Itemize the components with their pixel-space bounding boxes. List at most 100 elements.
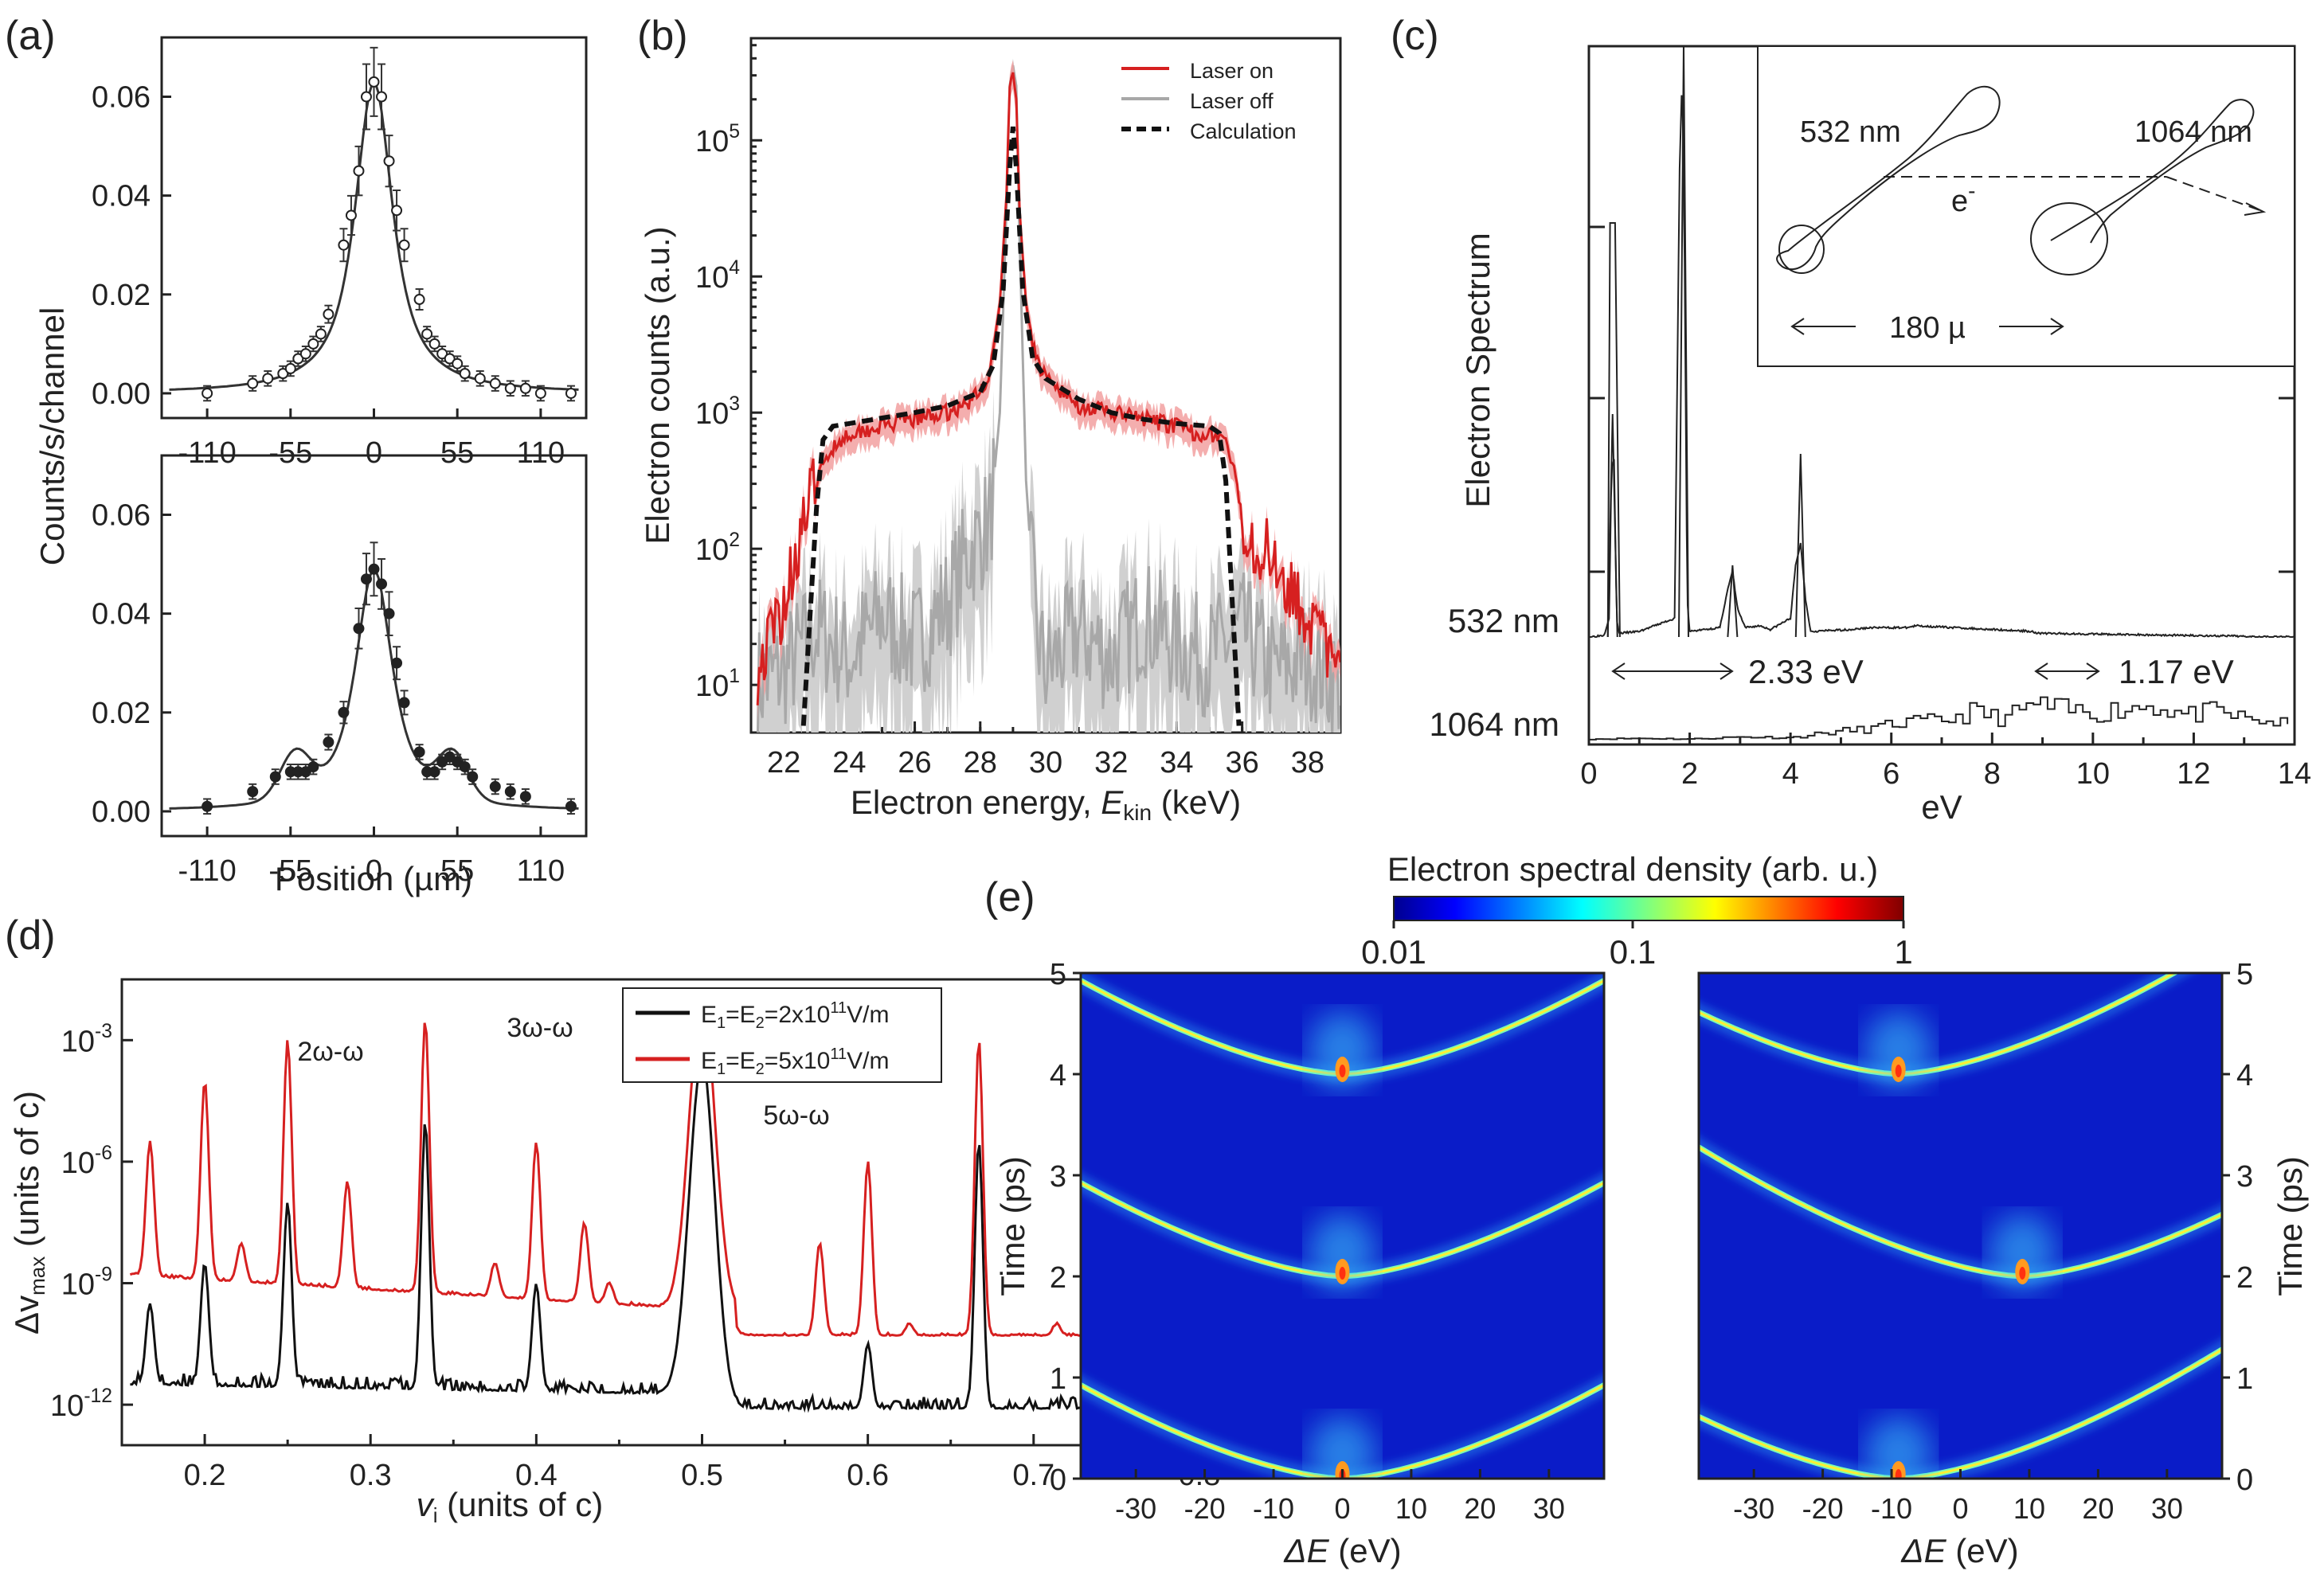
heatmap-vertex-core: [1895, 1469, 1902, 1479]
e-ylabel-right: Time (ps): [2271, 1156, 2309, 1296]
d-xlabel-unit: (units of c): [438, 1486, 604, 1523]
x-tick-label: -110: [178, 854, 236, 888]
x-tick-label: 2: [1681, 757, 1698, 791]
y-tick-label: 101: [695, 666, 740, 703]
inset-electron-charge: -: [1968, 178, 1975, 203]
d-legend-high-pre: E: [701, 1048, 717, 1074]
d-legend-low-unit: V/m: [847, 1002, 889, 1028]
a-ylabel: Counts/s/channel: [33, 307, 71, 566]
e-xlabel-right: ΔE (eV): [1900, 1532, 2018, 1569]
inset-electron-symbol: e: [1951, 185, 1968, 218]
d-legend-low-mid: =E: [726, 1002, 756, 1028]
b-xlabel-subscript: kin: [1123, 800, 1152, 825]
panel-e-spectral-density: Electron spectral density (arb. u.) 0.01…: [994, 850, 2309, 1569]
data-point: [444, 751, 456, 763]
data-point: [519, 382, 531, 394]
series-calculation: [800, 126, 1242, 726]
y-tick-label: 105: [695, 121, 740, 158]
x-tick-label: -20: [1802, 1492, 1844, 1525]
data-point: [277, 368, 289, 380]
data-point: [452, 756, 464, 768]
x-tick-label: 55: [440, 854, 474, 888]
data-point: [307, 338, 319, 350]
d-legend: E1=E2=2x1011V/m E1=E2=5x1011V/m: [622, 987, 942, 1083]
heatmap-curve-core: [1699, 1010, 1899, 1076]
heatmap-vertex-core: [1339, 1065, 1346, 1077]
data-point: [368, 563, 380, 575]
y-tick-label-base: 10: [695, 397, 729, 431]
data-point: [467, 771, 479, 783]
x-tick-label: 30: [2151, 1492, 2183, 1525]
series-532nm: [1589, 95, 2295, 639]
heatmap-curve-core: [1699, 1415, 1899, 1479]
data-point: [534, 387, 546, 399]
x-tick-label: 0: [1580, 757, 1597, 791]
data-point: [353, 165, 365, 177]
heatmap-curve-core: [1898, 1348, 2222, 1479]
heatmap-curve-core: [1699, 1146, 2023, 1278]
spectral-peak: [1727, 565, 1739, 638]
legend-calculation: Calculation: [1190, 119, 1297, 143]
data-point: [436, 756, 448, 768]
panel-label-b: (b): [637, 13, 688, 59]
data-point: [323, 737, 335, 748]
d-legend-high-s2: 2: [756, 1061, 765, 1078]
data-point: [360, 573, 372, 585]
data-point: [428, 338, 440, 350]
x-tick-label: 8: [1984, 757, 2001, 791]
spectral-peak: [1794, 453, 1806, 638]
data-point: [391, 205, 403, 217]
d-xlabel-symbol: v: [417, 1486, 436, 1523]
panel-a-top-plot: -110 -55 0 55 110 0.00 0.02 0.04 0.06: [92, 46, 579, 470]
x-tick-label: 20: [2082, 1492, 2114, 1525]
panel-label-c: (c): [1391, 13, 1439, 59]
x-tick-label: 26: [898, 746, 931, 780]
series-1064nm: [1589, 696, 2289, 741]
data-point: [299, 348, 311, 360]
legend-laser-on: Laser on: [1190, 59, 1274, 83]
e-xlabel-right-unit: (eV): [1946, 1532, 2019, 1569]
b-xlabel-symbol: E: [1101, 784, 1124, 821]
x-tick-label: 30: [1029, 746, 1062, 780]
d-ylabel-text: Δv: [8, 1295, 45, 1335]
y-tick-label: 10-9: [61, 1264, 112, 1301]
colorbar-tick-label: 0.1: [1610, 933, 1656, 971]
y-tick-label-base: 10: [695, 261, 729, 295]
e-ylabel-left: Time (ps): [994, 1156, 1031, 1296]
c-separation-1064: 1.17 eV: [2119, 653, 2234, 690]
d-legend-high-exp: 11: [830, 1045, 847, 1063]
x-tick-label: 28: [964, 746, 997, 780]
d-legend-low-field: E1=E2=2x1011V/m: [701, 999, 889, 1032]
x-tick-label: 14: [2278, 757, 2311, 791]
data-point: [459, 368, 471, 380]
data-point: [269, 771, 281, 783]
panel-label-e: (e): [984, 874, 1035, 920]
x-tick-label: 0.2: [184, 1459, 226, 1492]
data-point: [489, 780, 501, 792]
heatmap-vertex-core: [1895, 1065, 1902, 1077]
y-tick-label-exp: 2: [729, 530, 740, 551]
heatmap-glow: [1864, 1417, 1932, 1479]
b-xlabel-text: Electron energy,: [851, 784, 1101, 821]
data-point: [383, 155, 395, 167]
d-xlabel: vi (units of c): [417, 1486, 604, 1527]
axes-frame-a-bottom: [160, 454, 588, 838]
colorbar-tick-label: 0.01: [1361, 933, 1426, 971]
heatmap-curve-core: [1342, 1181, 1605, 1278]
d-legend-low-s2: 2: [756, 1014, 765, 1032]
panel-e-plot: -30 -20 -10 0 10 20 30 0 1 2 3 4 5 -30 -20 -10 0 10 20 30 0 1…: [1050, 958, 2253, 1525]
x-tick-label: 10: [1395, 1492, 1427, 1525]
y-tick-label: 5: [2236, 958, 2253, 991]
y-tick-label: 4: [2236, 1059, 2253, 1092]
x-tick-label: -110: [178, 436, 236, 470]
heatmap-curve-core: [1081, 979, 1343, 1076]
heatmap-vertex-core: [1339, 1267, 1346, 1280]
heatmap-left: [1081, 973, 1605, 1479]
data-point: [299, 766, 311, 778]
panel-label-a: (a): [5, 13, 56, 59]
y-tick-label: 103: [695, 393, 740, 431]
e-xlabel-left-symbol: ΔE: [1283, 1532, 1329, 1569]
y-tick-label-base: 10: [695, 533, 729, 567]
